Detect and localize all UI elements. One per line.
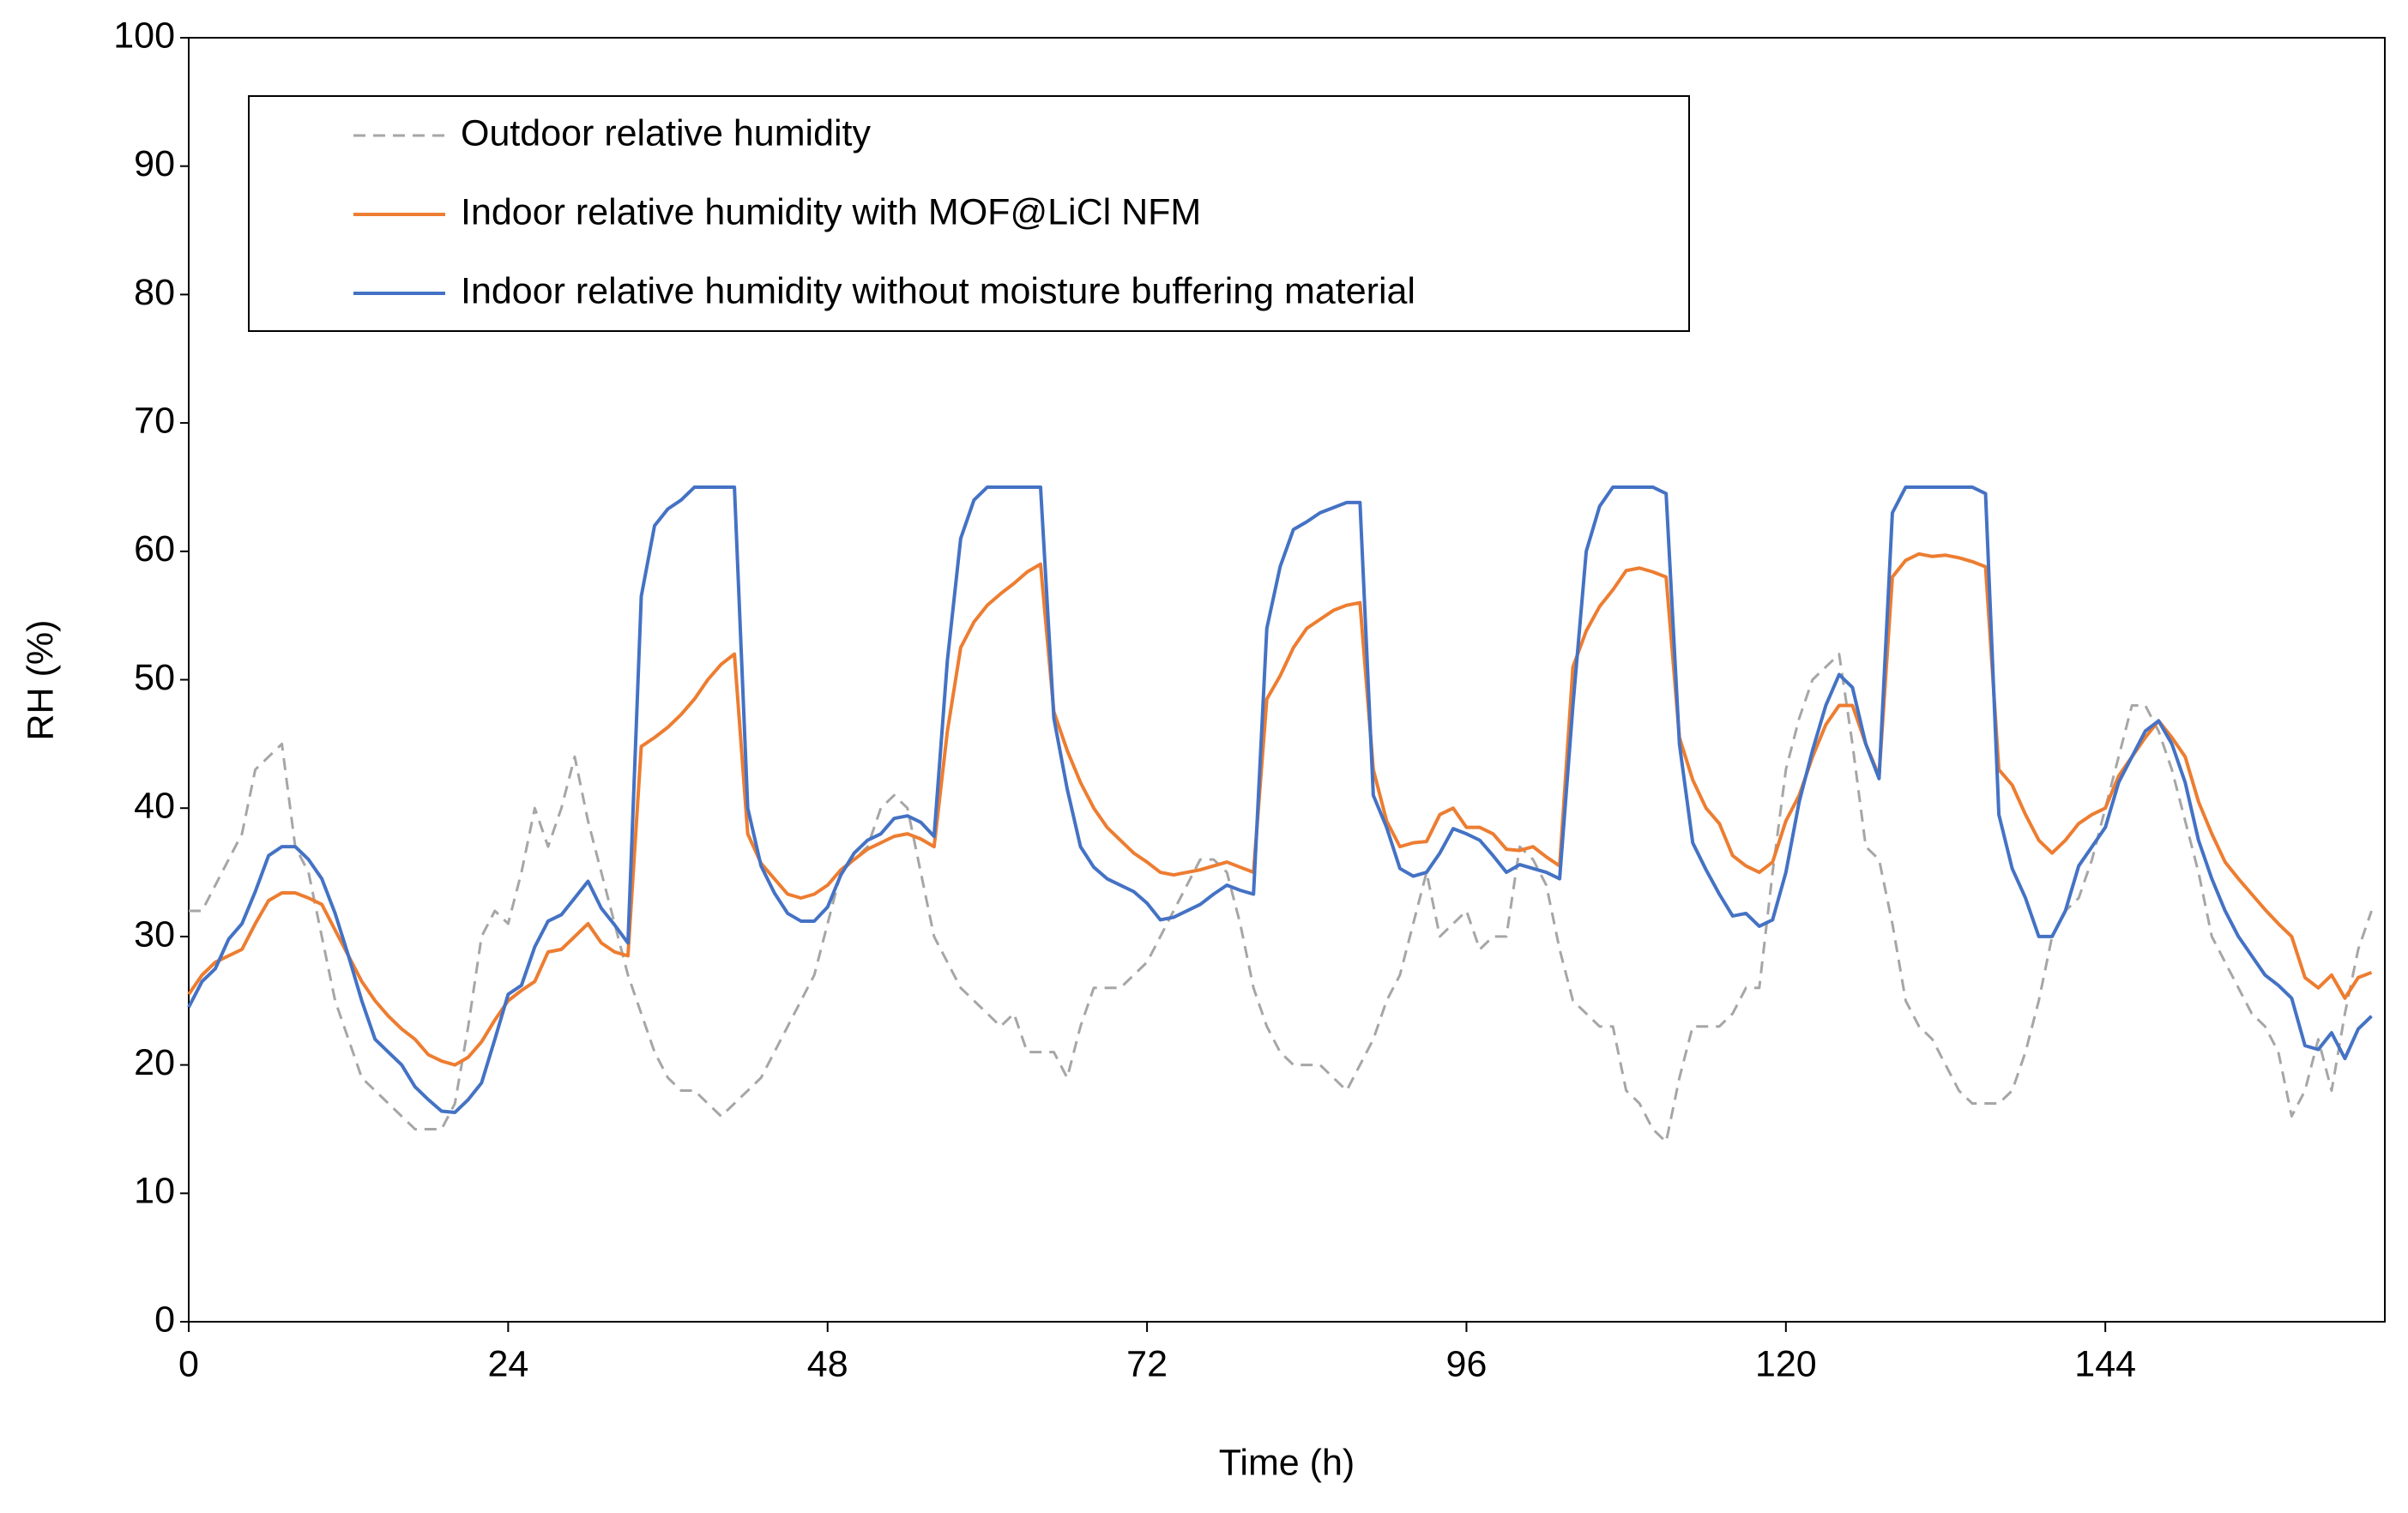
y-tick-label: 100 xyxy=(113,15,175,56)
legend-label: Indoor relative humidity with MOF@LiCl N… xyxy=(461,191,1201,232)
legend-label: Outdoor relative humidity xyxy=(461,112,871,154)
x-tick-label: 96 xyxy=(1446,1343,1488,1384)
x-axis-title: Time (h) xyxy=(1219,1442,1355,1483)
legend-box xyxy=(248,95,1690,332)
y-tick-label: 60 xyxy=(134,528,175,570)
y-tick-label: 40 xyxy=(134,786,175,827)
x-tick-label: 72 xyxy=(1126,1343,1168,1384)
y-tick-label: 0 xyxy=(154,1299,175,1340)
x-tick-label: 0 xyxy=(178,1343,199,1384)
y-tick-label: 70 xyxy=(134,400,175,441)
y-axis-title: RH (%) xyxy=(20,620,61,741)
x-tick-label: 120 xyxy=(1755,1343,1817,1384)
y-tick-label: 30 xyxy=(134,913,175,955)
y-tick-label: 50 xyxy=(134,657,175,698)
series-line xyxy=(187,552,2373,1067)
y-tick-label: 20 xyxy=(134,1042,175,1083)
y-tick-label: 10 xyxy=(134,1171,175,1212)
y-tick-label: 90 xyxy=(134,143,175,184)
x-tick-label: 24 xyxy=(487,1343,528,1384)
x-tick-label: 144 xyxy=(2074,1343,2136,1384)
legend-label: Indoor relative humidity without moistur… xyxy=(461,270,1415,311)
series-line xyxy=(187,485,2373,1114)
x-tick-label: 48 xyxy=(807,1343,848,1384)
series-line xyxy=(189,653,2373,1143)
y-tick-label: 80 xyxy=(134,272,175,313)
